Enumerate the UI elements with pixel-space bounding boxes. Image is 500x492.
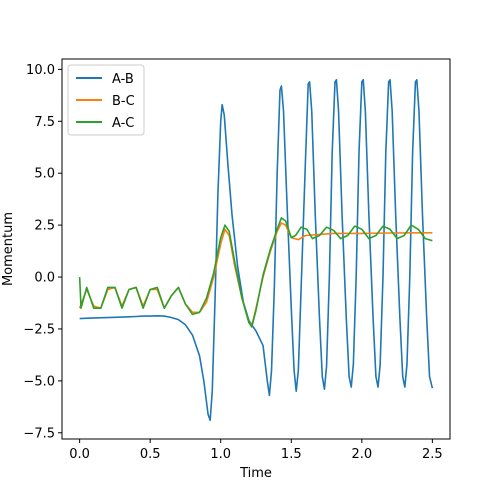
plot-frame: [61, 58, 451, 440]
x-tick-label: 2.0: [351, 447, 372, 462]
legend-label-b-c: B-C: [112, 94, 135, 109]
y-tick-label: 5.0: [34, 167, 55, 182]
x-axis-label: Time: [239, 466, 272, 481]
y-tick-label: −7.5: [23, 426, 55, 441]
x-tick-label: 0.5: [140, 447, 161, 462]
legend-box: [67, 64, 145, 136]
y-tick-label: 2.5: [34, 219, 55, 234]
series-line-a-c: [78, 217, 433, 328]
x-tick-label: 2.5: [422, 447, 443, 462]
legend: A-B B-C A-C: [67, 64, 145, 136]
y-tick-label: −5.0: [23, 374, 55, 389]
series-line-a-b: [79, 78, 434, 422]
y-tick-label: 7.5: [34, 115, 55, 130]
y-tick-label: 0.0: [34, 271, 55, 286]
y-axis-ticks: −7.5 −5.0 −2.5 0.0 2.5 5.0 7.5 10.0: [23, 63, 62, 441]
x-axis-ticks: 0.0 0.5 1.0 1.5 2.0 2.5: [69, 439, 443, 462]
series-layer: [78, 78, 434, 422]
legend-label-a-c: A-C: [112, 116, 134, 131]
y-tick-label: 10.0: [26, 63, 55, 78]
y-axis-label: Momentum: [1, 212, 16, 286]
x-tick-label: 1.0: [210, 447, 231, 462]
x-tick-label: 1.5: [281, 447, 302, 462]
x-tick-label: 0.0: [69, 447, 90, 462]
y-tick-label: −2.5: [23, 322, 55, 337]
legend-label-a-b: A-B: [112, 72, 134, 87]
